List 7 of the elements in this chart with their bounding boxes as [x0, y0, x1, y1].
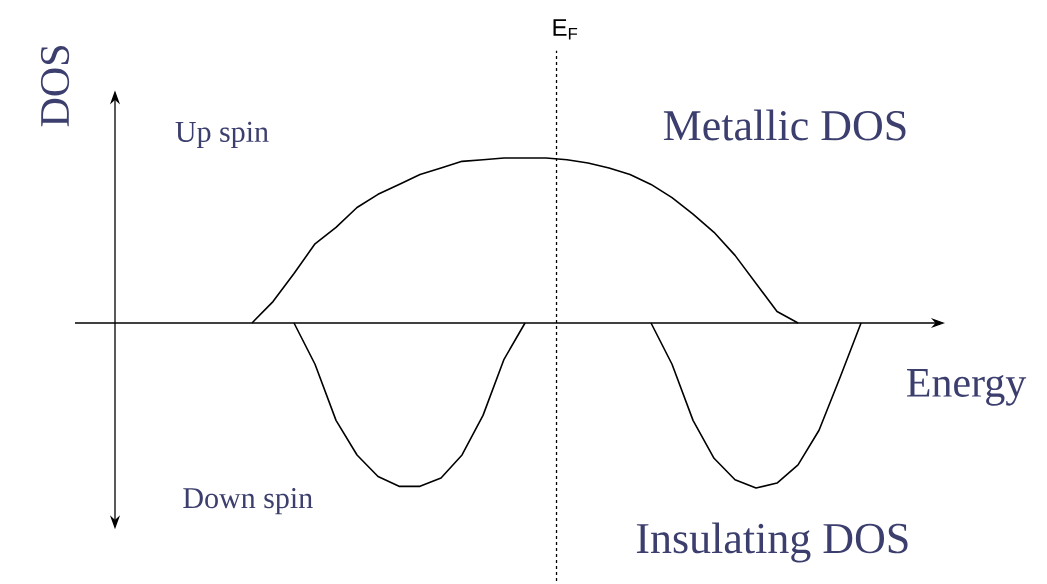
x-axis-title: Energy: [906, 369, 1027, 406]
text: Down spin: [183, 488, 313, 515]
text: E$_{F}$: [553, 19, 578, 40]
text: Up spin: [175, 121, 269, 149]
text: Metallic DOS: [663, 109, 906, 141]
y-axis-title: DOS: [40, 46, 70, 127]
text: Insulating DOS: [636, 522, 908, 563]
